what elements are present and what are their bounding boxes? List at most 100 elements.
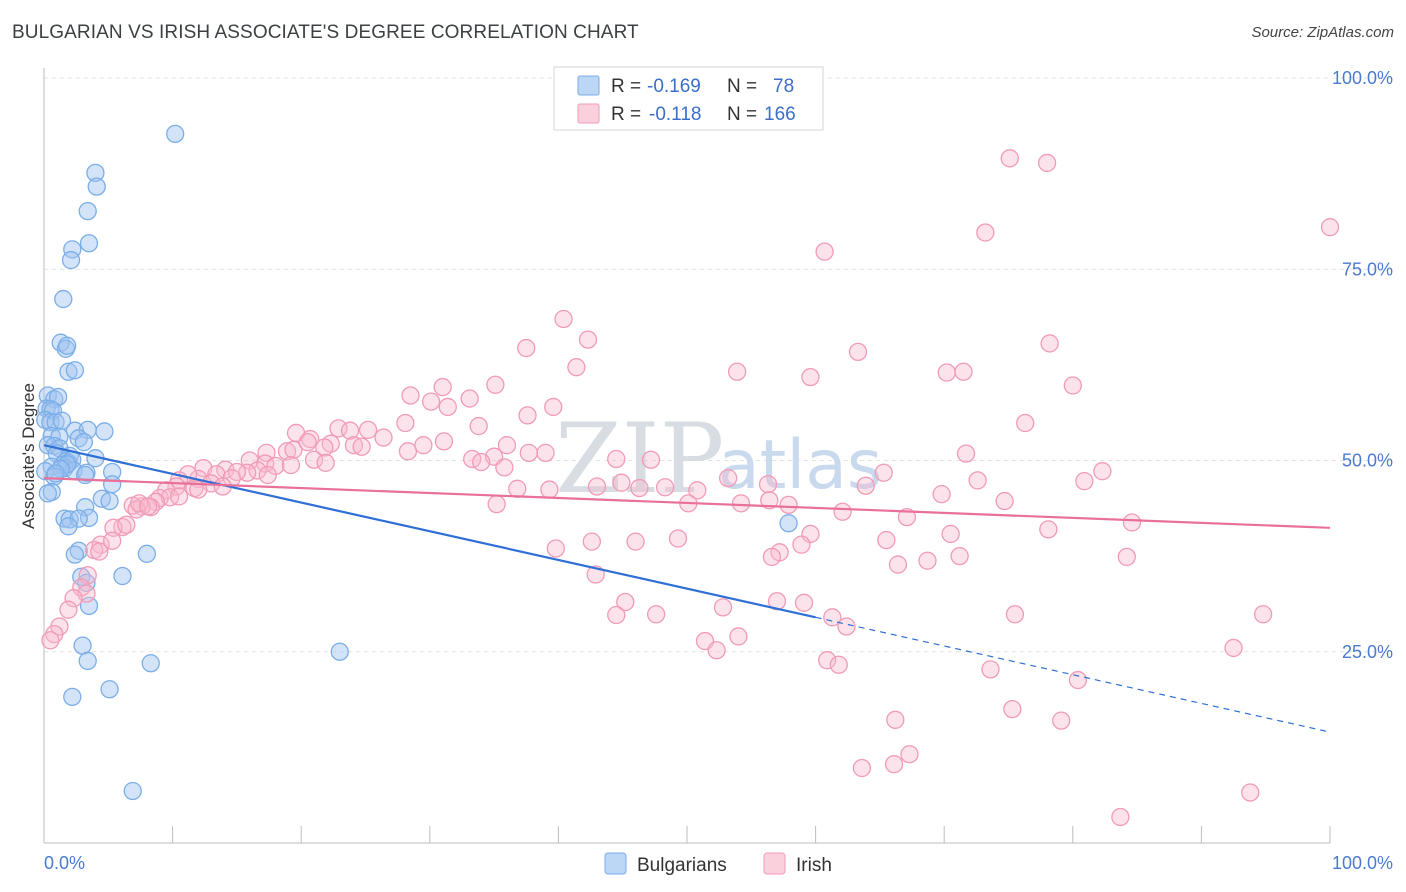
irish-point-83	[169, 487, 189, 506]
irish-point-32	[301, 429, 320, 449]
irish-point-44	[497, 436, 517, 455]
bulgarian-point-76	[779, 514, 798, 533]
irish-point-115	[487, 494, 506, 514]
grid-lines	[44, 77, 1392, 653]
irish-point-53	[495, 458, 514, 477]
irish-point-21	[438, 397, 457, 417]
bottom-legend-label-bulgarians: Bulgarians	[637, 855, 727, 876]
irish-point-5	[554, 309, 573, 329]
bulgarian-point-25	[95, 422, 114, 441]
irish-point-108	[856, 476, 875, 495]
irish-point-59	[281, 455, 301, 475]
y-axis-title: Associate's Degree	[19, 383, 38, 529]
irish-point-4	[815, 242, 834, 261]
irish-point-55	[316, 453, 335, 472]
irish-point-131	[668, 529, 688, 548]
irish-point-167	[1111, 807, 1130, 827]
irish-point-42	[315, 438, 334, 457]
irish-point-151	[713, 598, 733, 617]
bottom-legend: Bulgarians Irish	[604, 852, 832, 876]
irish-point-52	[472, 452, 491, 472]
irish-point-163	[852, 758, 872, 778]
bottom-legend-label-irish: Irish	[796, 855, 832, 876]
irish-point-127	[941, 524, 960, 544]
irish-point-7	[517, 338, 536, 358]
y-tick-label-1: 50.0%	[1342, 451, 1393, 471]
irish-point-16	[486, 375, 505, 394]
axes	[43, 68, 1331, 844]
irish-point-130	[792, 535, 811, 554]
irish-point-41	[298, 432, 317, 452]
legend-n-label-2: N =	[727, 104, 757, 125]
irish-point-118	[630, 478, 649, 498]
irish-point-149	[1005, 605, 1025, 624]
irish-point-140	[1117, 547, 1136, 567]
bulgarian-point-73	[63, 687, 82, 707]
irish-point-15	[433, 377, 452, 397]
irish-point-9	[1040, 334, 1059, 353]
bulgarian-point-12	[65, 361, 85, 380]
irish-point-116	[540, 480, 559, 499]
irish-point-47	[519, 443, 538, 463]
irish-point-49	[607, 449, 626, 469]
irish-point-160	[886, 710, 905, 729]
irish-point-128	[877, 530, 896, 550]
irish-point-164	[884, 755, 904, 774]
irish-point-124	[897, 507, 917, 527]
legend-n-value-2: 166	[764, 104, 796, 125]
chart-source: Source: ZipAtlas.com	[1251, 24, 1394, 41]
irish-point-142	[616, 592, 635, 612]
irish-point-18	[421, 392, 441, 411]
bulgarian-point-5	[79, 234, 99, 253]
irish-point-119	[655, 478, 675, 497]
legend: R = -0.169 N = 78 R = -0.118 N = 166	[553, 66, 824, 131]
irish-point-103	[874, 463, 893, 482]
legend-r-value-2: -0.118	[649, 104, 701, 125]
bulgarian-point-60	[69, 509, 88, 528]
irish-point-22	[544, 397, 563, 417]
bottom-legend-swatch-irish	[763, 852, 786, 875]
irish-point-93	[90, 542, 109, 561]
irish-point-139	[762, 547, 782, 567]
irish-point-40	[284, 440, 303, 459]
irish-point-109	[508, 479, 527, 498]
irish-point-38	[434, 432, 454, 451]
irish-point-61	[258, 465, 277, 485]
irish-point-14	[801, 367, 820, 387]
irish-point-123	[833, 502, 852, 521]
bulgarian-point-11	[59, 362, 78, 381]
irish-point-8	[848, 342, 868, 362]
irish-point-39	[277, 442, 297, 461]
irish-point-122	[760, 491, 779, 510]
y-tick-label-3: 100.0%	[1332, 68, 1393, 88]
x-tick-label-right: 100.0%	[1332, 853, 1393, 873]
irish-point-148	[837, 617, 856, 636]
irish-point-6	[578, 330, 598, 349]
irish-point-107	[758, 475, 778, 494]
irish-point-137	[888, 555, 908, 574]
tick-labels: 25.0% 50.0% 75.0% 100.0% 0.0% 100.0%	[44, 68, 1393, 873]
irish-point-153	[707, 641, 726, 660]
irish-point-150	[1253, 605, 1273, 624]
irish-point-158	[1068, 670, 1088, 690]
irish-point-28	[329, 419, 348, 438]
chart-title: BULGARIAN VS IRISH ASSOCIATE'S DEGREE CO…	[12, 22, 639, 43]
irish-points	[41, 149, 1340, 827]
trend-lines	[43, 444, 1331, 733]
legend-swatch-irish	[577, 103, 600, 124]
irish-trend-line	[43, 476, 1331, 529]
irish-point-162	[1052, 711, 1071, 730]
irish-point-1	[1037, 153, 1057, 173]
irish-point-24	[358, 420, 378, 440]
irish-point-101	[41, 631, 60, 650]
irish-point-12	[937, 363, 956, 382]
irish-point-102	[719, 468, 738, 488]
irish-point-144	[646, 605, 666, 624]
irish-point-110	[612, 473, 631, 492]
irish-point-147	[823, 608, 842, 627]
legend-r-label-2: R =	[611, 104, 641, 125]
irish-point-136	[918, 551, 937, 570]
irish-point-161	[1003, 699, 1022, 719]
irish-point-125	[1039, 520, 1058, 539]
